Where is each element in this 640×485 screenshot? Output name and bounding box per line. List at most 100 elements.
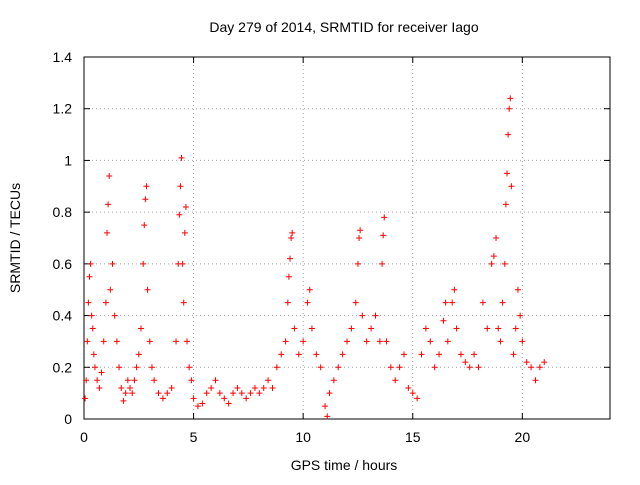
data-point [91,364,98,371]
x-tick-label: 5 [190,429,198,445]
data-point [453,325,460,332]
data-point [124,377,131,384]
grid [84,57,610,419]
data-point [129,390,136,397]
data-point [505,131,512,138]
data-point [363,338,370,345]
x-tick-label: 10 [295,429,311,445]
data-point [479,299,486,306]
data-point [306,286,313,293]
data-point [507,95,514,102]
data-point [116,364,123,371]
data-point [173,338,180,345]
data-point [300,338,307,345]
data-point [102,299,109,306]
data-point [471,351,478,358]
data-point [285,273,292,280]
data-point [282,338,289,345]
data-point [502,201,509,208]
data-point [143,183,150,190]
data-point [344,338,350,345]
data-point [495,325,502,332]
data-point [536,364,543,371]
data-point [308,325,315,332]
data-point [295,351,302,358]
data-point [131,377,138,384]
data-point [100,338,107,345]
data-point [288,235,295,241]
data-point [289,229,296,236]
data-point [317,364,324,371]
data-point [414,395,421,402]
data-point [159,395,166,402]
data-point [436,351,443,358]
data-point [230,390,237,397]
data-point [381,214,388,221]
x-tick-label: 20 [515,429,531,445]
data-point [339,351,346,358]
data-point [88,312,95,319]
data-point [313,351,320,358]
data-point [359,312,366,319]
data-point [111,312,118,319]
data-point [291,325,298,332]
data-point [503,170,510,177]
data-point [177,183,184,190]
data-point [221,395,228,402]
data-point [392,377,399,384]
data-point [265,377,272,384]
data-point [517,312,524,319]
y-tick-label: 0.4 [53,308,73,324]
data-point [400,351,407,358]
y-tick-label: 0.8 [53,204,73,220]
data-point [466,364,473,371]
data-point [176,211,183,218]
y-tick-label: 1 [64,152,72,168]
data-point [133,364,140,371]
y-tick-label: 1.4 [53,49,73,65]
data-point [488,260,495,267]
data-point [510,351,517,358]
data-point [106,172,113,179]
data-point [194,403,201,410]
data-point [178,154,185,161]
data-point [127,384,134,391]
data-point [376,338,383,345]
data-point [179,260,186,267]
data-point [140,260,147,267]
data-point [89,325,96,332]
data-point [234,384,241,391]
data-point [379,260,386,267]
data-point [357,227,364,234]
data-point [352,299,359,306]
chart-title: Day 279 of 2014, SRMTID for receiver Iag… [209,19,478,35]
data-point [322,403,329,410]
data-point [96,384,103,391]
data-point [449,299,456,306]
data-point [422,325,429,332]
data-point [120,397,127,404]
data-point [190,395,197,402]
data-point [508,183,515,190]
data-point [506,105,513,112]
data-point [168,384,175,391]
y-tick-label: 0 [64,411,72,427]
data-point [203,390,210,397]
data-point [497,338,504,345]
data-point [484,325,491,332]
data-point [356,235,363,241]
data-point [532,377,539,384]
data-point [141,222,148,229]
data-point [514,286,521,293]
data-point [84,338,91,345]
data-point [273,364,280,371]
data-point [493,235,500,241]
y-tick-label: 0.6 [53,256,73,272]
data-point [186,364,193,371]
y-tick-label: 0.2 [53,359,73,375]
data-point [383,338,390,345]
data-point [409,390,416,397]
data-point [142,196,149,203]
data-point [144,286,151,293]
